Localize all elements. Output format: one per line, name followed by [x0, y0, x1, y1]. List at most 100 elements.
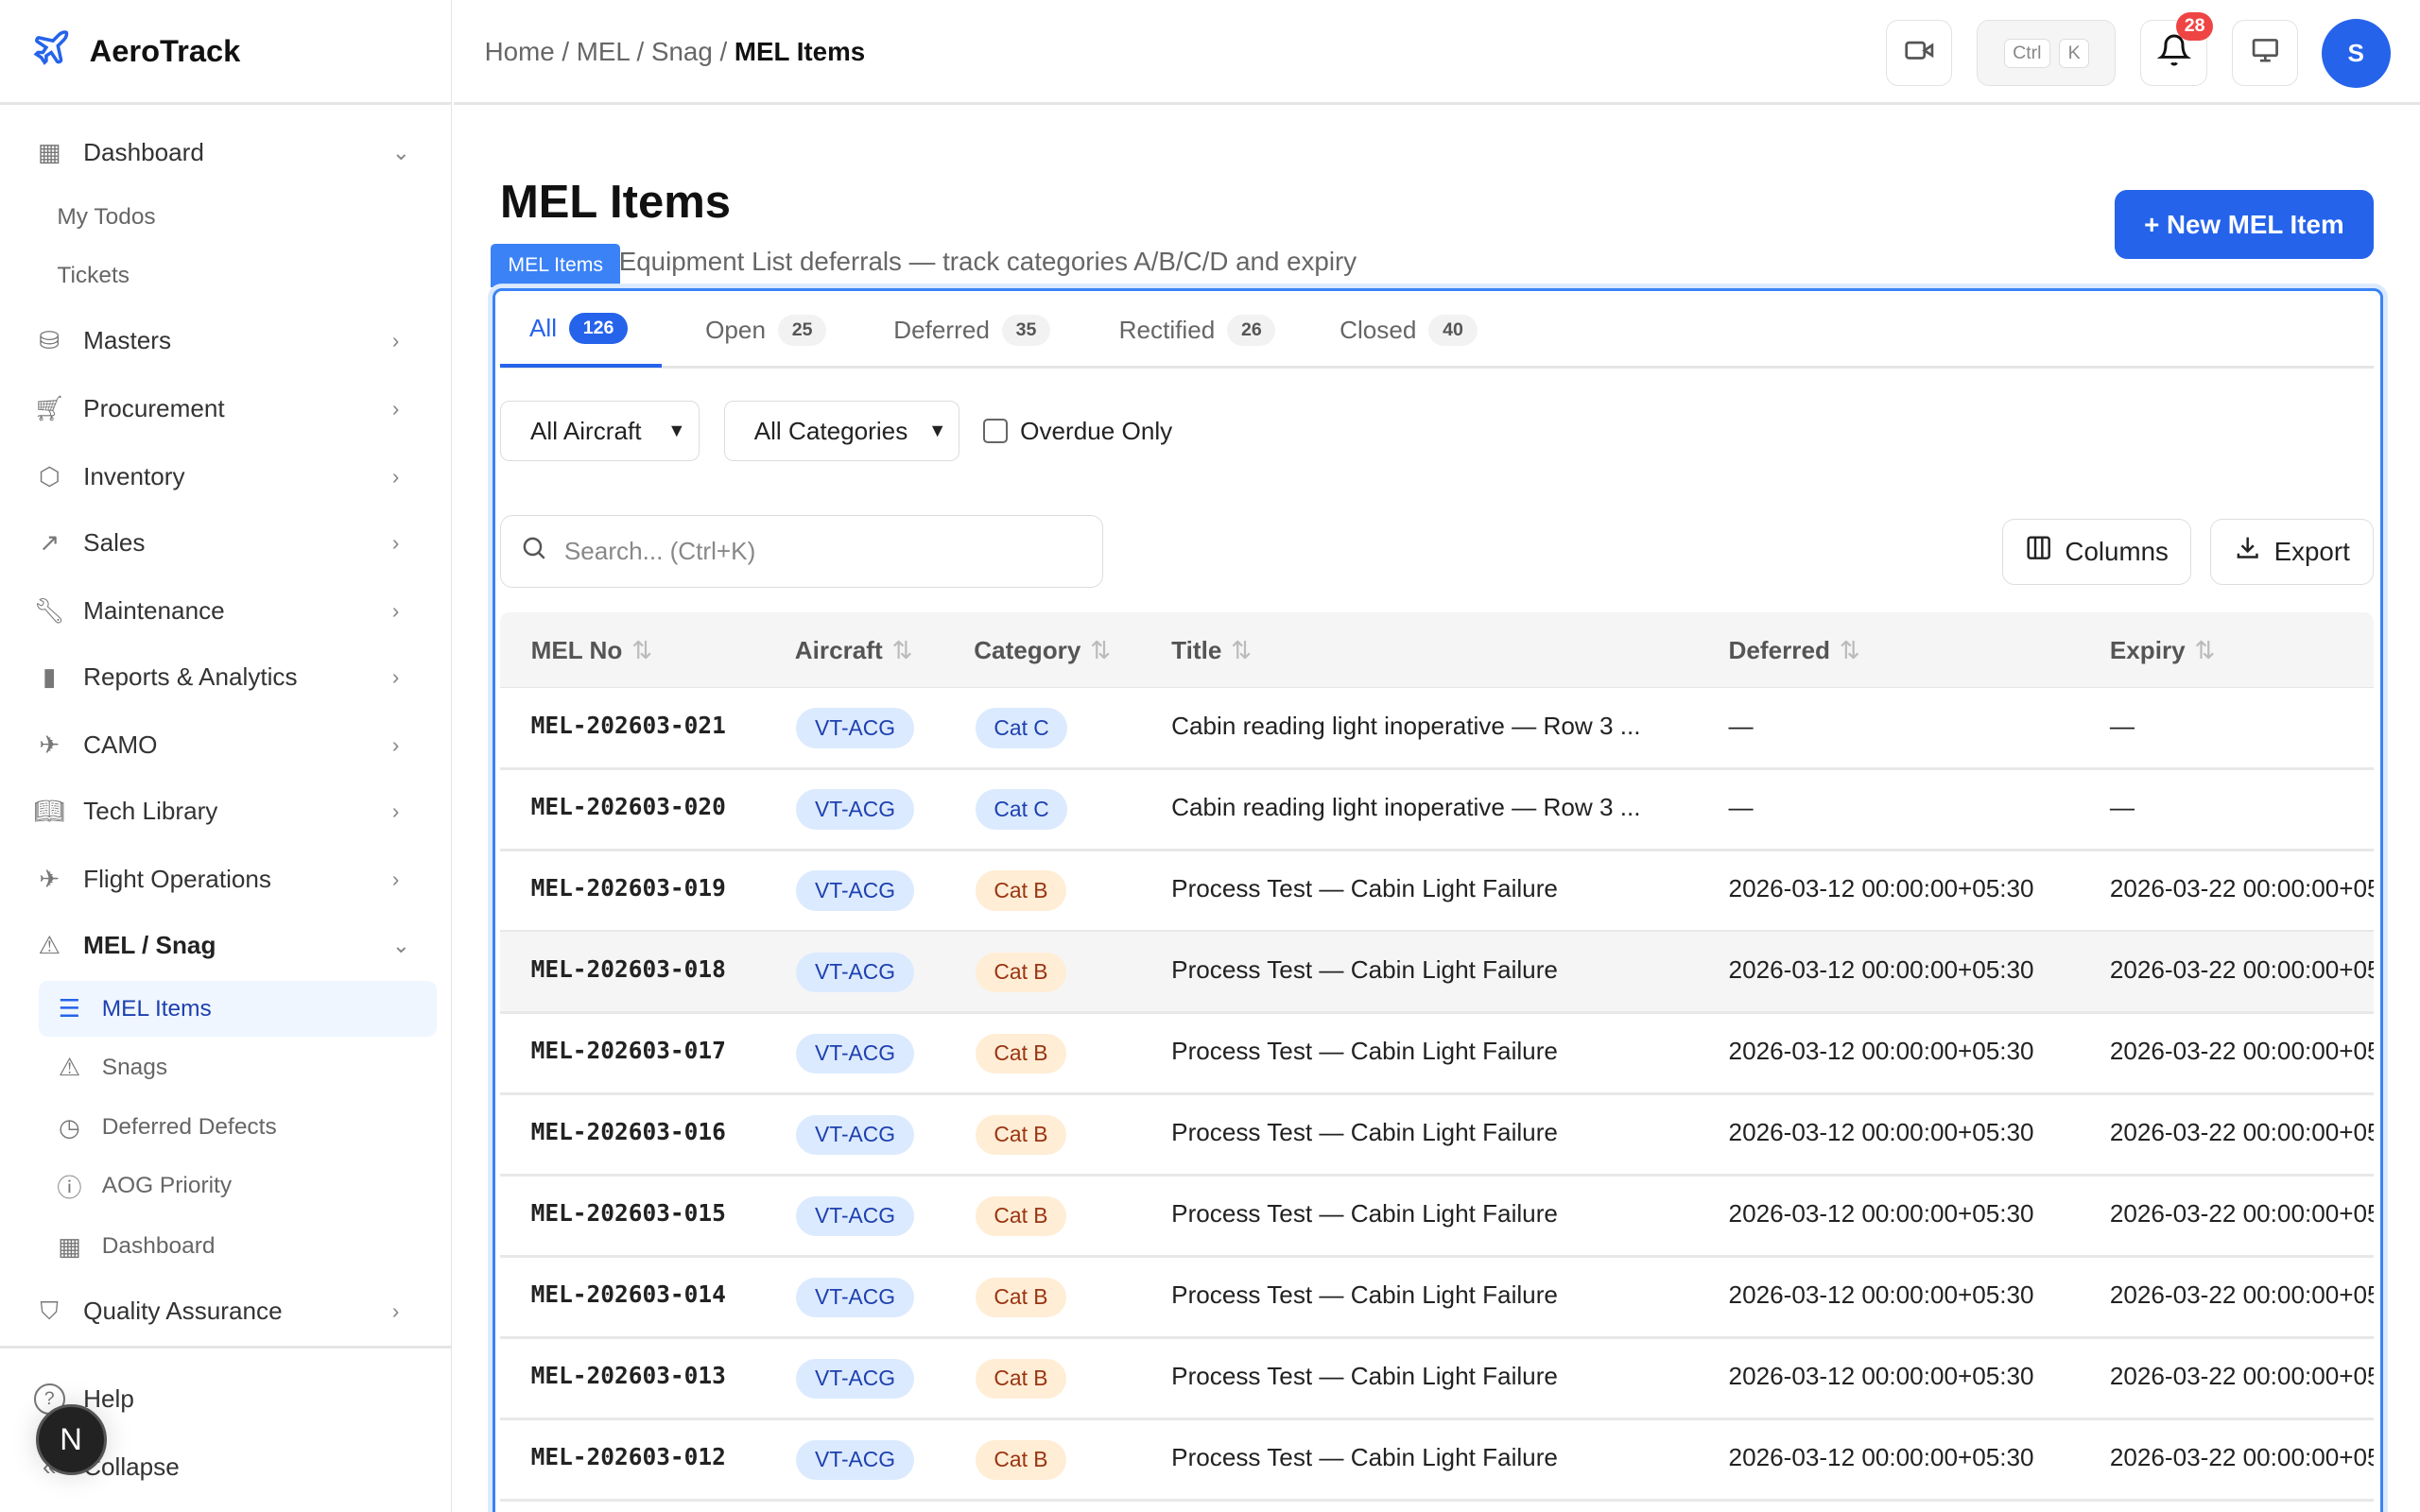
- sort-icon[interactable]: ⇅: [891, 635, 913, 664]
- sidebar-item-tickets[interactable]: Tickets: [0, 249, 452, 304]
- table-row[interactable]: MEL-202603-014 VT-ACG Cat B Process Test — …: [499, 1257, 2374, 1339]
- sort-icon[interactable]: ⇅: [1231, 635, 1253, 664]
- tab-count-badge: 25: [778, 314, 827, 346]
- sidebar-item-snags[interactable]: ⚠ Snags: [0, 1040, 452, 1095]
- mel-no-cell[interactable]: MEL-202603-014: [530, 1280, 726, 1308]
- aircraft-badge: VT-ACG: [796, 1195, 914, 1237]
- book-icon: 📖︎: [33, 797, 65, 826]
- help-link[interactable]: ? Help: [0, 1371, 452, 1427]
- breadcrumb-mel-snag[interactable]: MEL / Snag: [576, 37, 713, 67]
- sort-icon[interactable]: ⇅: [2194, 635, 2216, 664]
- sidebar-item-inventory[interactable]: ⬡ Inventory ›: [0, 449, 452, 505]
- sidebar-item-deferred-defects[interactable]: ◷ Deferred Defects: [0, 1100, 452, 1156]
- tab-deferred[interactable]: Deferred 35: [864, 293, 1051, 367]
- tab-count-badge: 35: [1001, 314, 1051, 346]
- column-header-deferred[interactable]: Deferred ⇅: [1729, 636, 1860, 665]
- deferred-cell: 2026-03-12 00:00:00+05:30: [1728, 1036, 2034, 1065]
- expiry-cell: 2026-03-22 00:00:00+05:30: [2109, 873, 2374, 902]
- sidebar-item-mel-snag[interactable]: ⚠ MEL / Snag ⌄: [0, 918, 452, 973]
- breadcrumb-home[interactable]: Home: [484, 37, 555, 67]
- display-button[interactable]: [2231, 20, 2298, 87]
- sidebar-item-label: My Todos: [57, 204, 156, 231]
- mel-no-cell[interactable]: MEL-202603-012: [530, 1443, 726, 1470]
- table-row[interactable]: MEL-202603-013 VT-ACG Cat B Process Test — …: [499, 1338, 2374, 1420]
- search-input[interactable]: Search... (Ctrl+K): [499, 515, 1104, 589]
- table-row[interactable]: MEL-202603-016 VT-ACG Cat B Process Test — …: [499, 1094, 2374, 1177]
- sidebar-item-label: CAMO: [83, 730, 158, 760]
- table-row[interactable]: MEL-202603-020 VT-ACG Cat C Cabin reading l…: [499, 769, 2374, 851]
- tab-rectified[interactable]: Rectified 26: [1090, 293, 1278, 367]
- deferred-cell: 2026-03-12 00:00:00+05:30: [1728, 1361, 2034, 1390]
- table-row[interactable]: MEL-202603-015 VT-ACG Cat B Process Test — …: [499, 1176, 2374, 1258]
- sidebar-item-label: Quality Assurance: [83, 1297, 283, 1326]
- column-header-expiry[interactable]: Expiry ⇅: [2110, 636, 2216, 665]
- sidebar-item-my-todos[interactable]: My Todos: [0, 190, 452, 246]
- mel-no-cell[interactable]: MEL-202603-018: [530, 954, 726, 983]
- sort-icon[interactable]: ⇅: [631, 635, 652, 664]
- category-filter-value: All Categories: [753, 416, 908, 445]
- sidebar-item-tech-library[interactable]: 📖︎ Tech Library ›: [0, 783, 452, 839]
- deferred-cell: 2026-03-12 00:00:00+05:30: [1728, 1443, 2034, 1471]
- sidebar-item-dashboard[interactable]: ▦ Dashboard ⌄: [0, 125, 452, 180]
- table-row[interactable]: MEL-202603-019 VT-ACG Cat B Process Test — …: [499, 850, 2374, 933]
- chevron-right-icon: ›: [391, 396, 400, 421]
- export-button[interactable]: Export: [2209, 518, 2374, 585]
- sidebar-footer: ? Help « Collapse: [0, 1345, 453, 1481]
- grid-icon: ▦: [37, 138, 61, 167]
- column-header-category[interactable]: Category ⇅: [974, 636, 1111, 665]
- command-palette-button[interactable]: Ctrl K: [1977, 20, 2117, 87]
- mel-no-cell[interactable]: MEL-202603-016: [530, 1117, 726, 1145]
- checkbox-box[interactable]: [982, 419, 1009, 444]
- help-label: Help: [83, 1384, 134, 1414]
- table-row[interactable]: MEL-202603-021 VT-ACG Cat C Cabin reading l…: [499, 688, 2374, 770]
- sidebar-item-label: AOG Priority: [101, 1173, 233, 1199]
- sidebar-item-procurement[interactable]: 🛒︎ Procurement ›: [0, 381, 452, 437]
- table-row[interactable]: MEL-202603-012 VT-ACG Cat B Process Test — …: [499, 1420, 2374, 1503]
- sidebar-item-aog-priority[interactable]: ⓘ AOG Priority: [0, 1159, 452, 1214]
- column-header-title[interactable]: Title ⇅: [1171, 636, 1252, 665]
- video-button[interactable]: [1886, 20, 1953, 87]
- tab-count-badge: 126: [569, 312, 629, 344]
- app-logo[interactable]: AeroTrack: [0, 0, 452, 106]
- sidebar-item-reports-analytics[interactable]: ▮ Reports & Analytics ›: [0, 649, 452, 705]
- box-icon: ⬡: [38, 461, 60, 490]
- mel-no-cell[interactable]: MEL-202603-020: [530, 792, 726, 820]
- mel-no-cell[interactable]: MEL-202603-017: [530, 1036, 726, 1064]
- tab-closed[interactable]: Closed 40: [1310, 293, 1478, 367]
- floating-assistant-button[interactable]: N: [35, 1403, 107, 1475]
- expiry-cell: 2026-03-22 00:00:00+05:30: [2109, 1036, 2374, 1065]
- sidebar-item-dashboard[interactable]: ▦ Dashboard: [0, 1219, 452, 1275]
- sidebar-item-masters[interactable]: ⛁ Masters ›: [0, 313, 452, 369]
- table-row[interactable]: MEL-202603-017 VT-ACG Cat B Process Test — …: [499, 1013, 2374, 1095]
- category-badge: Cat B: [975, 1277, 1067, 1318]
- mel-no-cell[interactable]: MEL-202603-019: [530, 873, 726, 902]
- columns-button[interactable]: Columns: [2001, 518, 2192, 585]
- page-subtitle: Equipment List deferrals — track categor…: [618, 247, 1357, 277]
- user-avatar[interactable]: S: [2321, 18, 2391, 89]
- sidebar-item-camo[interactable]: ✈ CAMO ›: [0, 717, 452, 773]
- aircraft-filter-select[interactable]: All Aircraft ▼: [499, 401, 700, 462]
- sort-icon[interactable]: ⇅: [1090, 635, 1112, 664]
- sidebar-item-label: MEL / Snag: [83, 931, 216, 960]
- sidebar-item-quality-assurance[interactable]: ⛉ Quality Assurance ›: [0, 1283, 452, 1339]
- overdue-only-checkbox[interactable]: Overdue Only: [982, 417, 1172, 446]
- sidebar-item-sales[interactable]: ↗ Sales ›: [0, 515, 452, 571]
- column-header-mel-no[interactable]: MEL No ⇅: [531, 636, 652, 665]
- tab-all[interactable]: All 126: [499, 293, 663, 368]
- tab-open[interactable]: Open 25: [676, 293, 827, 367]
- mel-no-cell[interactable]: MEL-202603-015: [530, 1198, 726, 1227]
- column-header-aircraft[interactable]: Aircraft ⇅: [795, 636, 913, 665]
- sidebar-item-maintenance[interactable]: 🔧︎ Maintenance ›: [0, 583, 452, 639]
- category-filter-select[interactable]: All Categories ▼: [723, 401, 960, 462]
- download-icon: [2234, 534, 2261, 568]
- mel-no-cell[interactable]: MEL-202603-013: [530, 1361, 726, 1389]
- chevron-right-icon: ›: [391, 799, 400, 824]
- mel-items-card: [492, 288, 2383, 1512]
- mel-no-cell[interactable]: MEL-202603-021: [530, 711, 726, 739]
- column-header-label: Aircraft: [794, 635, 883, 664]
- new-mel-item-button[interactable]: + New MEL Item: [2114, 189, 2374, 260]
- sidebar-item-flight-operations[interactable]: ✈ Flight Operations ›: [0, 851, 452, 907]
- table-row[interactable]: MEL-202603-018 VT-ACG Cat B Process Test — …: [499, 932, 2374, 1014]
- sidebar-item-mel-items[interactable]: ☰ MEL Items: [38, 981, 438, 1038]
- sort-icon[interactable]: ⇅: [1839, 635, 1860, 664]
